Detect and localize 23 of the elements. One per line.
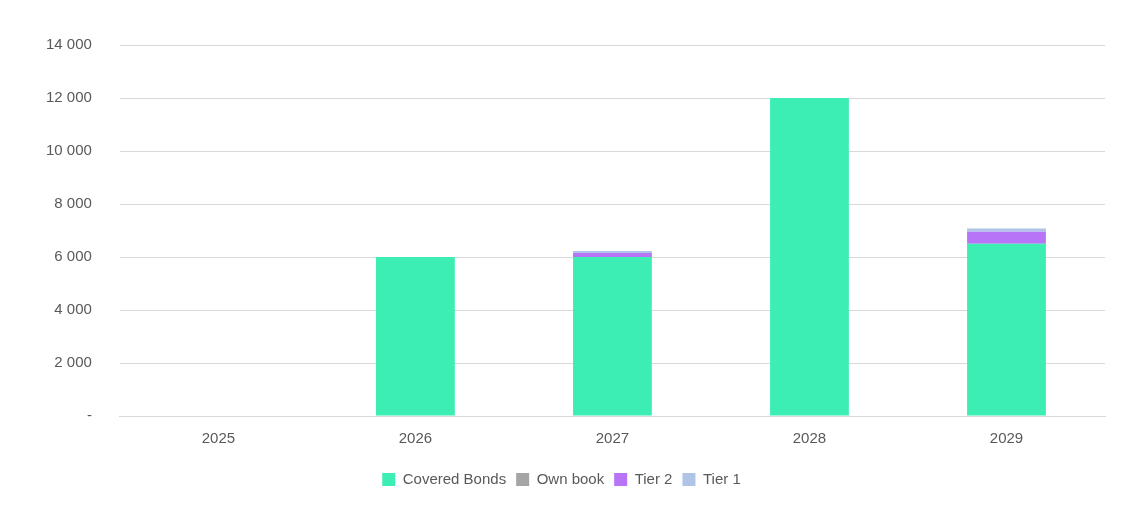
y-tick-label: 14 000 <box>45 35 92 53</box>
x-tick-label: 2027 <box>595 429 630 447</box>
y-tick-label: 8 000 <box>54 194 92 212</box>
y-tick-label: 2 000 <box>54 353 92 371</box>
y-tick-label: - <box>86 406 92 424</box>
y-tick-label: 10 000 <box>45 141 92 159</box>
bar <box>573 257 652 416</box>
x-tick-label: 2028 <box>792 429 827 447</box>
legend-label: Covered Bonds <box>402 469 507 487</box>
bar <box>967 243 1046 416</box>
bar <box>770 98 849 416</box>
legend-label: Own book <box>536 469 605 487</box>
x-tick-label: 2029 <box>989 429 1024 447</box>
y-tick-label: 6 000 <box>54 247 92 265</box>
bar <box>967 228 1046 232</box>
x-tick-label: 2025 <box>201 429 236 447</box>
bar <box>376 257 455 416</box>
y-tick-label: 12 000 <box>45 88 92 106</box>
legend-label: Tier 1 <box>702 469 741 487</box>
bar <box>967 231 1046 244</box>
x-tick-label: 2026 <box>398 429 433 447</box>
legend-label: Tier 2 <box>634 469 673 487</box>
y-tick-label: 4 000 <box>54 300 92 318</box>
